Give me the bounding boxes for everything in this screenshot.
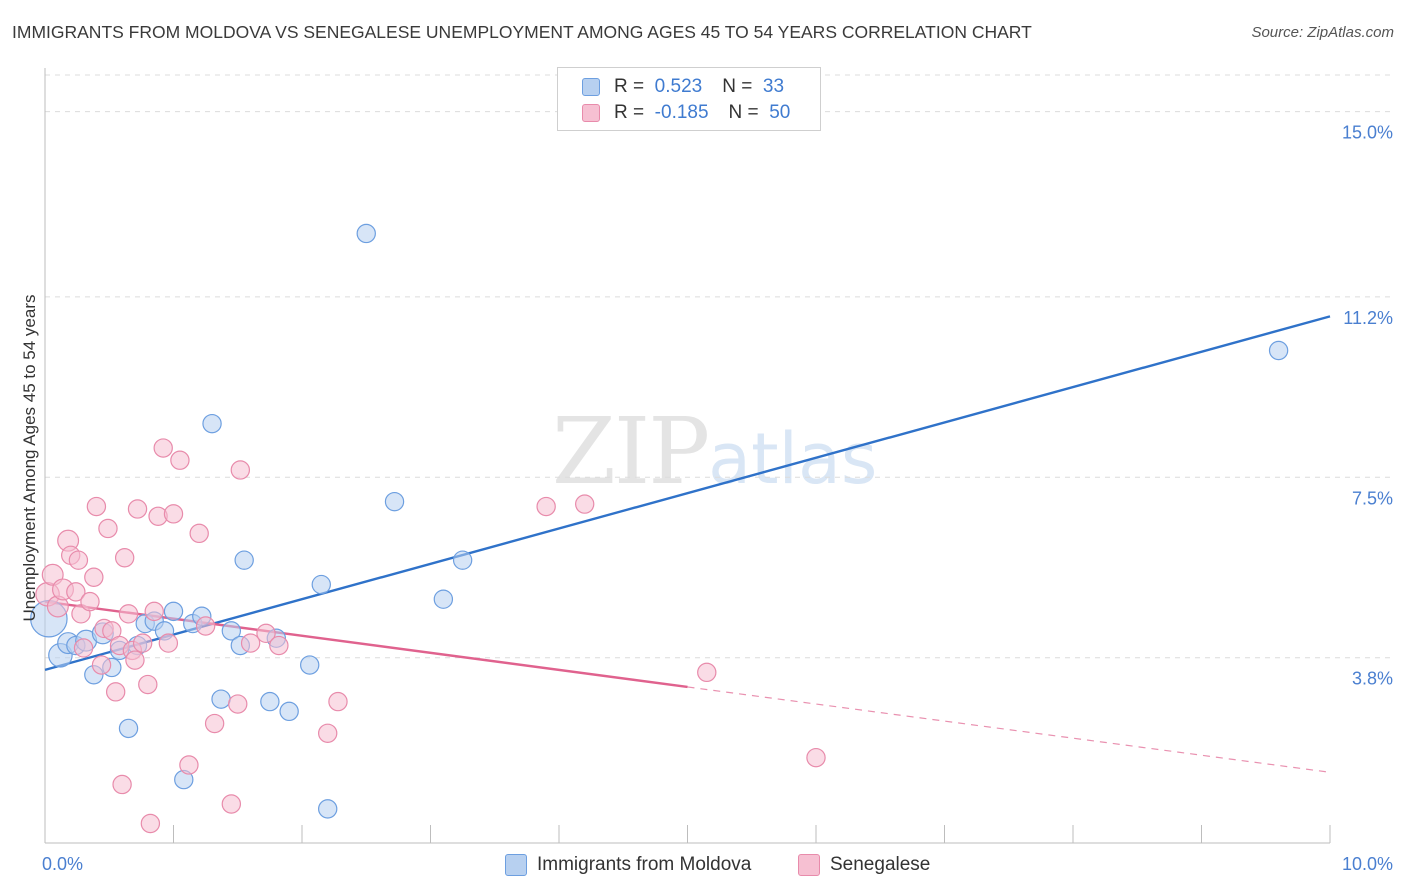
moldova-point: [234, 550, 254, 570]
senegalese-point: [195, 616, 216, 636]
senegalese-point: [269, 635, 289, 656]
bottom-legend-label-senegalese: Senegalese: [830, 854, 931, 875]
legend-row-senegalese: R = -0.185 N = 50: [582, 101, 790, 125]
legend-swatch-moldova: [582, 78, 600, 96]
moldova-point: [1268, 340, 1289, 361]
senegalese-point: [204, 713, 225, 734]
y-tick-label: 11.2%: [1343, 308, 1393, 328]
moldova-point: [318, 799, 338, 819]
moldova-point: [452, 550, 473, 570]
legend-n-value: 33: [762, 76, 785, 97]
senegalese-point: [144, 601, 164, 622]
bottom-legend-moldova: Immigrants from Moldova: [505, 852, 751, 878]
senegalese-point: [127, 499, 148, 519]
legend-swatch-senegalese: [582, 104, 600, 122]
senegalese-point: [228, 694, 248, 714]
senegalese-point: [189, 523, 209, 544]
senegalese-point: [230, 460, 251, 480]
gridlines: [45, 74, 1392, 659]
y-tick-label: 7.5%: [1352, 488, 1393, 508]
source-credit: Source: ZipAtlas.com: [1251, 24, 1394, 41]
legend-row-moldova: R = 0.523 N = 33: [582, 75, 784, 99]
moldova-point: [221, 621, 242, 641]
y-tick-label: 3.8%: [1352, 669, 1393, 689]
senegalese-point: [73, 638, 94, 658]
moldova-point: [311, 574, 331, 595]
senegalese-point: [105, 682, 126, 702]
x-tick-label: 0.0%: [42, 854, 83, 874]
moldova-point: [211, 689, 231, 709]
moldova-point: [300, 655, 320, 675]
senegalese-point: [138, 674, 158, 695]
legend-n-label: N =: [722, 76, 753, 97]
senegalese-trend-extension: [687, 686, 1331, 773]
senegalese-point: [118, 604, 139, 624]
moldova-point: [384, 491, 405, 512]
senegalese-point: [179, 755, 199, 775]
legend-r-value: -0.185: [654, 102, 709, 123]
legend-r-label: R =: [614, 102, 645, 123]
senegalese-point: [240, 633, 261, 653]
senegalese-point: [163, 504, 184, 524]
watermark: ZIPatlas: [552, 398, 877, 505]
legend-n-label: N =: [728, 102, 759, 123]
senegalese-point: [158, 633, 179, 653]
x-tick-label: 10.0%: [1342, 854, 1393, 874]
senegalese-point: [697, 662, 717, 683]
axes: [44, 68, 1331, 844]
senegalese-point: [256, 623, 276, 644]
senegalese-point: [328, 691, 348, 712]
moldova-trend-line: [44, 315, 1331, 672]
moldova-point: [356, 223, 376, 244]
moldova-point: [260, 691, 280, 712]
senegalese-point: [66, 582, 86, 602]
data-points: [30, 223, 1289, 834]
bottom-legend-senegalese: Senegalese: [798, 852, 930, 878]
moldova-point: [118, 718, 139, 739]
legend-n-value: 50: [769, 102, 791, 123]
watermark-atlas: atlas: [708, 418, 878, 500]
legend-r-value: 0.523: [654, 76, 703, 97]
senegalese-point: [125, 650, 145, 670]
y-tick-label: 15.0%: [1342, 123, 1393, 143]
watermark-zip: ZIP: [552, 398, 710, 505]
moldova-point: [279, 701, 299, 722]
senegalese-point: [536, 496, 556, 517]
senegalese-point: [170, 450, 190, 470]
senegalese-point: [132, 633, 153, 653]
moldova-point: [433, 589, 454, 609]
senegalese-point: [91, 655, 112, 675]
senegalese-point: [98, 518, 118, 539]
senegalese-point: [153, 438, 173, 458]
moldova-point: [163, 601, 184, 622]
senegalese-point: [86, 496, 107, 517]
legend-r-label: R =: [614, 76, 645, 97]
senegalese-point: [221, 794, 242, 814]
senegalese-point: [84, 567, 104, 587]
correlation-legend: R = 0.523 N = 33 R = -0.185 N = 50: [557, 67, 821, 131]
senegalese-point: [80, 591, 100, 612]
bottom-legend-label-moldova: Immigrants from Moldova: [537, 854, 752, 875]
moldova-point: [202, 413, 222, 434]
bottom-legend-swatch-senegalese: [798, 854, 820, 876]
senegalese-point: [112, 774, 132, 795]
senegalese-point: [318, 723, 338, 743]
senegalese-point: [806, 747, 826, 768]
bottom-legend-swatch-moldova: [505, 854, 527, 876]
senegalese-point: [575, 494, 595, 514]
chart-title: IMMIGRANTS FROM MOLDOVA VS SENEGALESE UN…: [12, 22, 1032, 42]
y-axis-label: Unemployment Among Ages 45 to 54 years: [20, 295, 39, 622]
axis-labels: 3.8% 7.5% 11.2% 15.0% 0.0% 10.0% Unemployment …: [20, 123, 1393, 874]
senegalese-point: [114, 548, 135, 568]
senegalese-point: [140, 813, 161, 834]
senegalese-point: [68, 550, 89, 570]
